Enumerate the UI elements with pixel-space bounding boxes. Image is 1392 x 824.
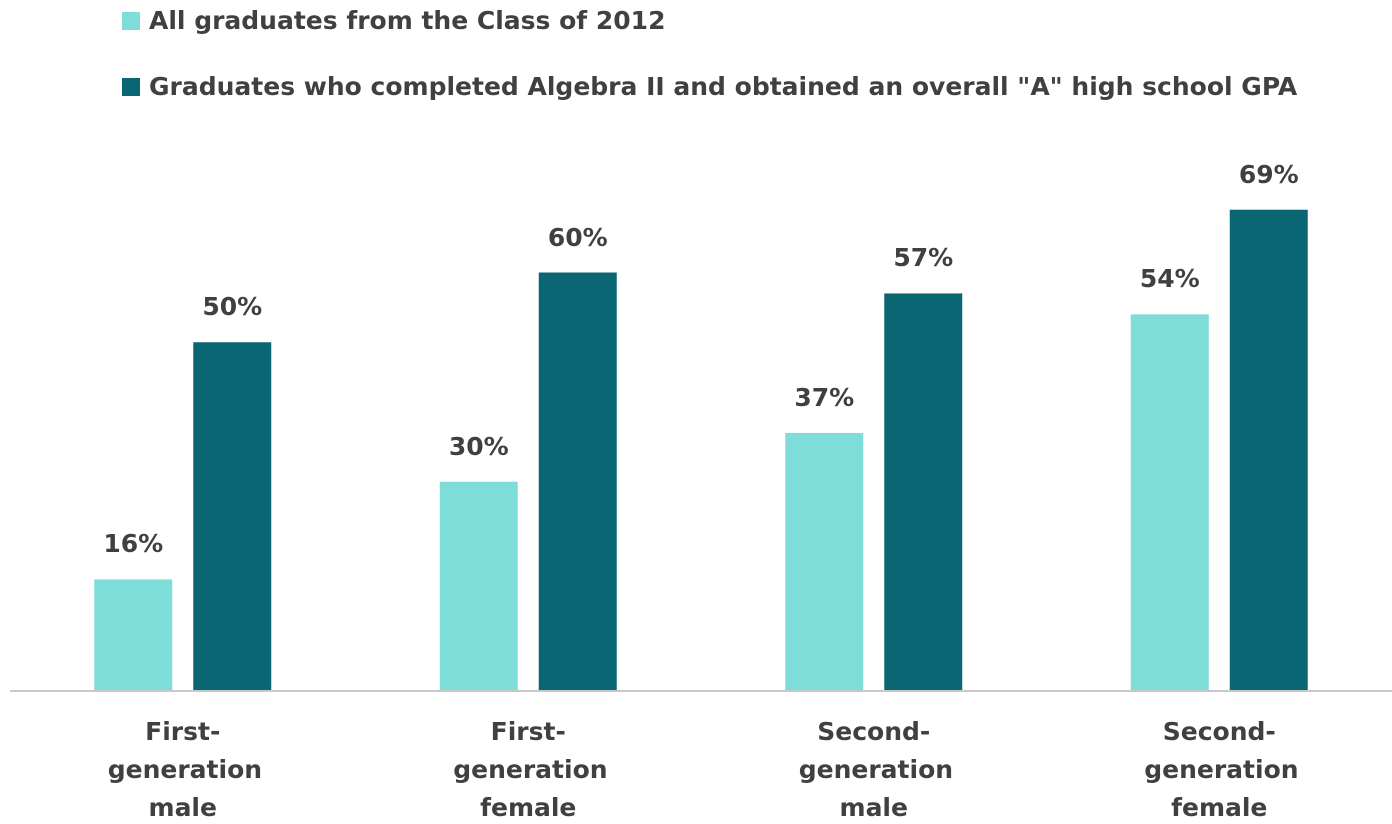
data-label: 69% — [1238, 159, 1299, 189]
bar — [884, 293, 963, 691]
x-tick-label: First-generation female — [453, 717, 608, 822]
x-tick-label: Second-generation female — [1144, 717, 1299, 822]
legend-item: All graduates from the Class of 2012 — [122, 6, 665, 35]
data-label: 50% — [202, 292, 263, 322]
bar — [94, 579, 173, 691]
bar — [1229, 209, 1308, 691]
x-tick-label: Second-generation male — [798, 717, 954, 822]
data-label: 57% — [893, 243, 954, 273]
legend-label: Graduates who completed Algebra II and o… — [149, 72, 1298, 101]
bar — [1130, 314, 1209, 691]
bar — [785, 432, 864, 691]
data-label: 60% — [547, 222, 608, 252]
data-label: 37% — [794, 382, 855, 412]
bar — [193, 342, 272, 691]
legend-swatch — [122, 11, 140, 30]
legend-swatch — [122, 77, 140, 96]
legend-label: All graduates from the Class of 2012 — [149, 6, 666, 35]
data-label: 16% — [103, 529, 164, 559]
legend-item: Graduates who completed Algebra II and o… — [122, 72, 1297, 101]
data-label: 30% — [448, 431, 509, 461]
bar — [439, 481, 518, 691]
data-label: 54% — [1139, 264, 1200, 294]
bar — [538, 272, 617, 691]
x-tick-label: First-generation male — [107, 717, 263, 822]
